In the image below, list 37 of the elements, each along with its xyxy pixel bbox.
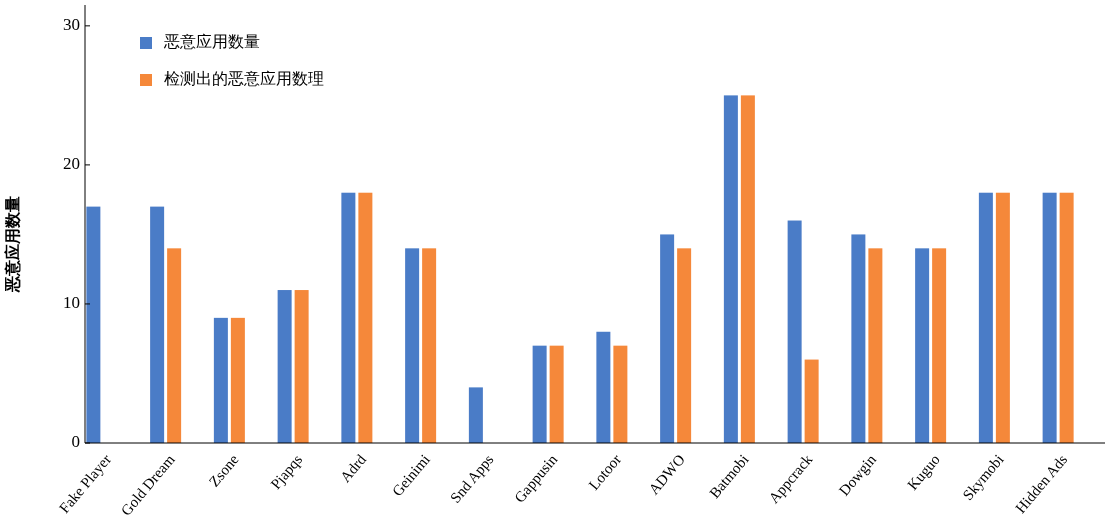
bar xyxy=(787,220,802,443)
legend-label: 检测出的恶意应用数理 xyxy=(164,69,324,87)
bar xyxy=(740,95,755,443)
bar xyxy=(341,192,356,443)
bar xyxy=(804,359,819,443)
y-tick-label: 0 xyxy=(71,431,80,451)
bar xyxy=(851,234,866,443)
bar xyxy=(294,290,309,443)
bar xyxy=(1059,192,1074,443)
y-tick-label: 30 xyxy=(63,14,80,34)
bar xyxy=(167,248,182,443)
bar xyxy=(660,234,675,443)
bar xyxy=(230,317,245,443)
bar xyxy=(422,248,437,443)
legend-label: 恶意应用数量 xyxy=(163,32,260,50)
bar xyxy=(932,248,947,443)
bar xyxy=(613,345,628,443)
y-axis-title: 恶意应用数量 xyxy=(3,196,21,293)
bar xyxy=(468,387,483,443)
bar xyxy=(978,192,993,443)
bar xyxy=(150,206,165,443)
bar xyxy=(405,248,420,443)
bar xyxy=(213,317,228,443)
bar xyxy=(86,206,101,443)
bar xyxy=(868,248,883,443)
bar xyxy=(995,192,1010,443)
bar xyxy=(723,95,738,443)
bar xyxy=(277,290,292,443)
bar xyxy=(596,331,611,443)
bar xyxy=(532,345,547,443)
bar xyxy=(358,192,373,443)
y-tick-label: 20 xyxy=(63,153,80,173)
bar xyxy=(549,345,564,443)
bar xyxy=(1042,192,1057,443)
bar xyxy=(677,248,692,443)
bar xyxy=(915,248,930,443)
y-tick-label: 10 xyxy=(63,292,80,312)
